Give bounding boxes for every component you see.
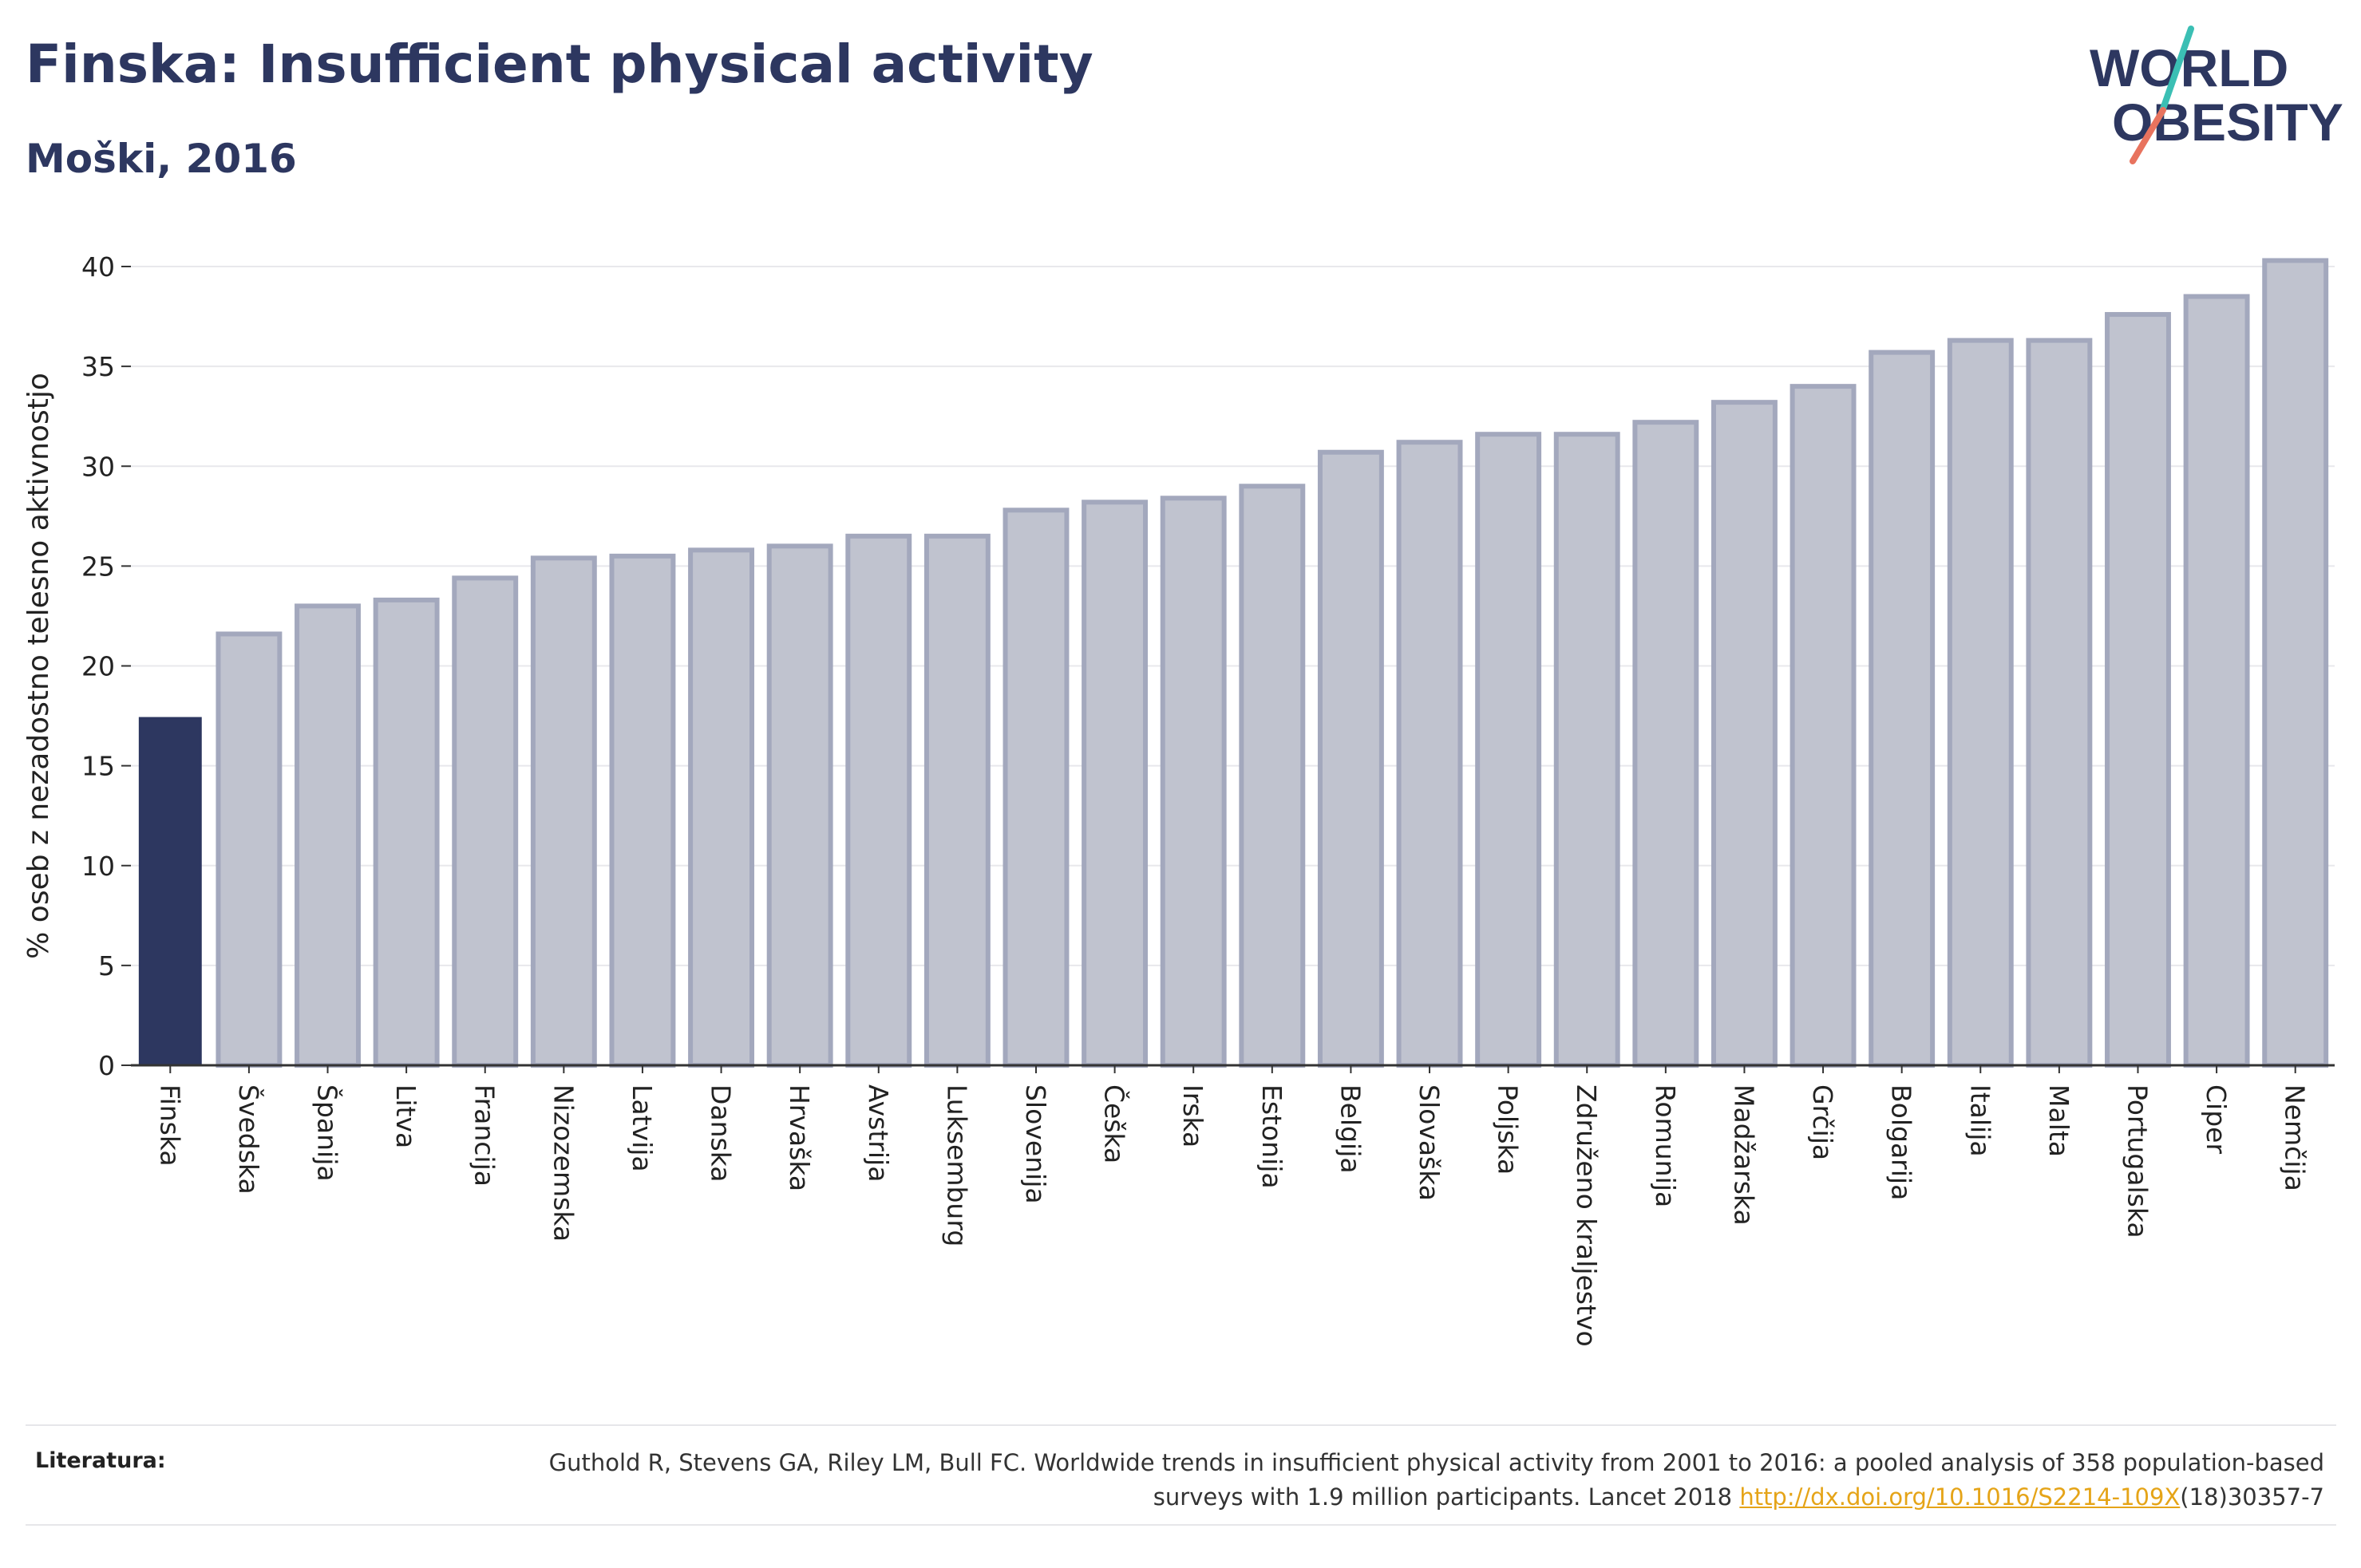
x-tick-label: Francija [469, 1084, 500, 1187]
y-tick-label: 0 [98, 1050, 115, 1081]
x-tick-label: Poljska [1493, 1084, 1524, 1175]
bar-španija [295, 603, 361, 1068]
bar-poljska [1475, 432, 1542, 1068]
logo-line-1: WORLD [2090, 38, 2288, 97]
bar-slovenija [1003, 508, 1070, 1068]
reference-label: Literatura: [35, 1448, 166, 1473]
x-tick-label: Slovaška [1414, 1084, 1445, 1201]
bar-madžarska [1710, 400, 1778, 1068]
bars [138, 258, 2329, 1068]
bar-romunija [1632, 420, 1699, 1068]
bar-litva [373, 597, 440, 1068]
x-tick-label: Češka [1099, 1084, 1131, 1163]
world-obesity-logo: WORLD OBESITY [2090, 26, 2343, 164]
bar-estonija [1239, 484, 1306, 1068]
reference-citation: Guthold R, Stevens GA, Riley LM, Bull FC… [548, 1449, 2324, 1511]
y-tick-label: 15 [81, 751, 115, 782]
bar-luksemburg [923, 533, 991, 1068]
bar-združeno-kraljestvo [1553, 432, 1620, 1068]
y-tick-label: 30 [81, 451, 115, 482]
bar-češka [1082, 500, 1149, 1068]
y-tick-label: 20 [81, 651, 115, 682]
bar-avstrija [845, 533, 912, 1068]
x-tick-label: Litva [390, 1084, 421, 1148]
logo-line-2: OBESITY [2112, 93, 2343, 152]
x-tick-label: Nizozemska [548, 1084, 579, 1242]
bar-danska [688, 547, 755, 1068]
bar-portugalska [2105, 312, 2171, 1068]
x-tick-label: Švedska [233, 1084, 265, 1195]
y-tick-labels: 0 5 10 15 20 25 30 35 40 [81, 251, 115, 1081]
x-tick-label: Združeno kraljestvo [1571, 1084, 1602, 1347]
bar-irska [1160, 496, 1227, 1068]
y-tick-label: 5 [98, 950, 115, 981]
reference-citation-suffix: (18)30357-7 [2180, 1483, 2324, 1511]
x-tick-label: Nemčija [2280, 1084, 2311, 1191]
x-tick-label: Belgija [1335, 1084, 1366, 1174]
reference-doi-link[interactable]: http://dx.doi.org/10.1016/S2214-109X [1739, 1483, 2181, 1511]
x-tick-label: Grčija [1807, 1084, 1838, 1160]
bar-grčija [1790, 384, 1857, 1068]
bar-italija [1947, 338, 2014, 1068]
x-tick-label: Madžarska [1728, 1084, 1759, 1226]
bar-nemčija [2262, 258, 2329, 1068]
y-tick-label: 40 [81, 251, 115, 282]
y-tick-label: 25 [81, 551, 115, 582]
bar-francija [452, 575, 519, 1068]
bar-nizozemska [530, 555, 597, 1068]
bar-belgija [1317, 449, 1384, 1068]
reference-divider-bottom [26, 1524, 2336, 1526]
chart-subtitle: Moški, 2016 [26, 136, 297, 182]
x-tick-labels: Finska Švedska Španija Litva Francija Nizozem… [154, 1065, 2311, 1347]
x-tick-label: Irska [1177, 1084, 1208, 1147]
y-tick-label: 35 [81, 351, 115, 382]
x-tick-label: Finska [154, 1084, 185, 1167]
logo-slash-teal [2158, 26, 2194, 117]
bar-hrvaška [766, 543, 833, 1068]
x-tick-label: Ciper [2201, 1084, 2232, 1154]
x-tick-label: Bolgarija [1886, 1084, 1917, 1200]
bar-latvija [609, 553, 676, 1068]
x-tick-label: Romunija [1650, 1084, 1681, 1207]
x-tick-label: Estonija [1256, 1084, 1287, 1189]
bar-malta [2026, 338, 2093, 1068]
bar-chart: 0 5 10 15 20 25 30 35 40 Finska Švedska Španija Lit… [22, 251, 2335, 1347]
bar-ciper [2183, 294, 2250, 1068]
y-tick-label: 10 [81, 851, 115, 882]
x-tick-label: Španija [312, 1084, 344, 1182]
reference-text: Guthold R, Stevens GA, Riley LM, Bull FC… [488, 1446, 2324, 1515]
x-tick-label: Avstrija [863, 1084, 894, 1182]
x-tick-label: Malta [2043, 1084, 2074, 1157]
x-tick-label: Danska [706, 1084, 737, 1183]
reference-divider-top [26, 1424, 2336, 1426]
x-tick-label: Hrvaška [784, 1084, 815, 1191]
bar-slovaška [1396, 440, 1463, 1068]
x-tick-label: Slovenija [1020, 1084, 1051, 1204]
bar-bolgarija [1869, 350, 1936, 1068]
bar-finska [138, 717, 202, 1066]
x-tick-label: Latvija [627, 1084, 658, 1172]
y-axis-label: % oseb z nezadostno telesno aktivnostjo [22, 373, 55, 959]
bar-švedska [216, 631, 283, 1068]
x-tick-label: Portugalska [2122, 1084, 2153, 1238]
x-tick-label: Luksemburg [941, 1084, 972, 1246]
x-tick-label: Italija [1964, 1084, 1995, 1157]
chart-title: Finska: Insufficient physical activity [26, 34, 1093, 95]
logo-slash-coral [2130, 107, 2166, 164]
